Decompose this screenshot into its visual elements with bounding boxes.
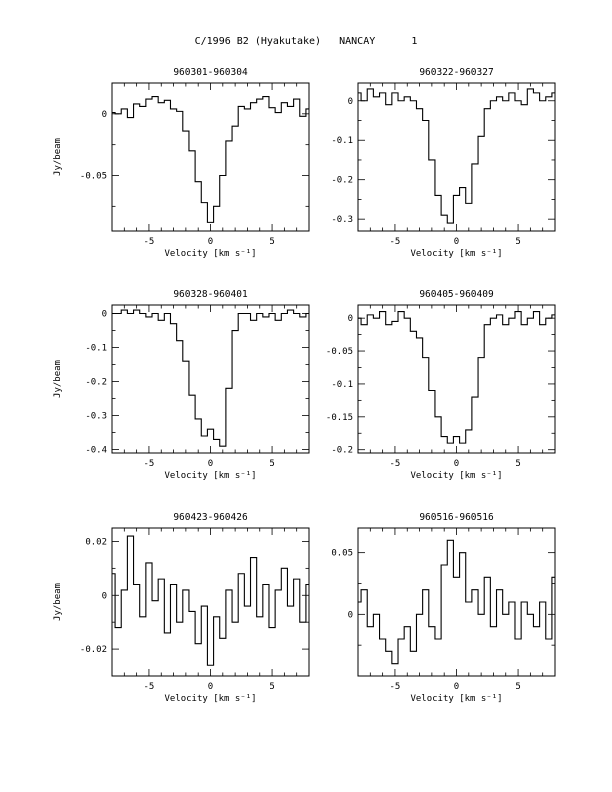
spectrum-line [358,88,555,224]
panel-title: 960301-960304 [173,67,248,78]
y-tick-label: -0.02 [80,645,107,655]
y-tick-label: -0.15 [326,413,353,423]
y-tick-label: -0.2 [85,378,107,388]
x-axis-label: Velocity [km s⁻¹] [164,249,256,259]
chart-panel-5: -5 0 5 0.02 0 -0.02 960423-960426 Velocity [km … [53,512,310,704]
x-tick-label: 0 [208,237,213,247]
x-axis-label: Velocity [km s⁻¹] [164,694,256,704]
figure-header: C/1996 B2 (Hyakutake) NANCAY 1 [0,36,612,47]
chart-panel-2: -5 0 5 0 -0.1 -0.2 -0.3 960322-960327 Velocity [… [331,67,556,259]
x-tick-label: 0 [454,459,459,469]
x-tick-label: -5 [390,459,401,469]
x-axis-label: Velocity [km s⁻¹] [410,694,502,704]
spectrum-line [358,311,555,444]
comet-name: C/1996 B2 (Hyakutake) [194,36,322,47]
spectrum-line [112,96,309,223]
spectrum-line [112,535,309,666]
x-axis-label: Velocity [km s⁻¹] [410,249,502,259]
plot-frame [111,82,310,232]
chart-panel-4: -5 0 5 0 -0.05 -0.1 -0.15 -0.2 960405-960409 Velo… [326,289,556,481]
y-axis-label: Jy/beam [53,138,63,176]
station-name: NANCAY [339,36,376,47]
x-tick-label: -5 [390,237,401,247]
x-tick-label: -5 [144,237,155,247]
spectrum-line [112,309,309,447]
panel-title: 960405-960409 [419,289,494,300]
chart-panel-1: -5 0 5 0 -0.05 960301-960304 Velocity [km s⁻¹]… [53,67,310,259]
x-tick-label: 0 [208,682,213,692]
y-tick-label: -0.05 [326,347,353,357]
y-tick-label: -0.2 [331,176,353,186]
y-tick-label: 0 [348,97,353,107]
x-axis-label: Velocity [km s⁻¹] [410,471,502,481]
y-tick-label: -0.1 [331,380,353,390]
plot-frame [111,304,310,454]
y-tick-label: 0.05 [331,549,353,559]
y-tick-label: 0 [348,314,353,324]
y-tick-label: 0 [348,610,353,620]
panel-title: 960322-960327 [419,67,493,78]
chart-panel-6: -5 0 5 0.05 0 960516-960516 Velocity [km s⁻¹] [331,512,556,704]
x-tick-label: 0 [454,682,459,692]
panel-title: 960328-960401 [173,289,248,300]
x-tick-label: -5 [144,459,155,469]
spectrum-line [358,539,555,665]
y-tick-label: -0.3 [85,412,107,422]
y-tick-label: 0 [102,591,107,601]
y-tick-label: -0.3 [331,215,353,225]
chart-panel-3: -5 0 5 0 -0.1 -0.2 -0.3 -0.4 960328-960401 Veloci… [53,289,310,481]
x-tick-label: -5 [390,682,401,692]
x-tick-label: 5 [269,237,274,247]
y-tick-label: 0.02 [85,537,107,547]
x-axis-label: Velocity [km s⁻¹] [164,471,256,481]
panel-title: 960423-960426 [173,512,248,523]
x-tick-label: 5 [515,237,520,247]
x-tick-label: 5 [269,682,274,692]
y-tick-label: -0.4 [85,446,107,456]
y-tick-label: 0 [102,110,107,120]
plot-frame [111,527,310,677]
y-axis-label: Jy/beam [53,360,63,398]
x-tick-label: 0 [208,459,213,469]
y-tick-label: 0 [102,310,107,320]
y-tick-label: -0.1 [331,136,353,146]
y-tick-label: -0.1 [85,344,107,354]
x-tick-label: 0 [454,237,459,247]
y-tick-label: -0.2 [331,446,353,456]
x-tick-label: 5 [515,682,520,692]
plot-frame [357,304,556,454]
page-number: 1 [411,36,418,47]
x-tick-label: -5 [144,682,155,692]
y-tick-label: -0.05 [80,172,107,182]
panel-title: 960516-960516 [419,512,494,523]
x-tick-label: 5 [269,459,274,469]
x-tick-label: 5 [515,459,520,469]
y-axis-label: Jy/beam [53,583,63,621]
